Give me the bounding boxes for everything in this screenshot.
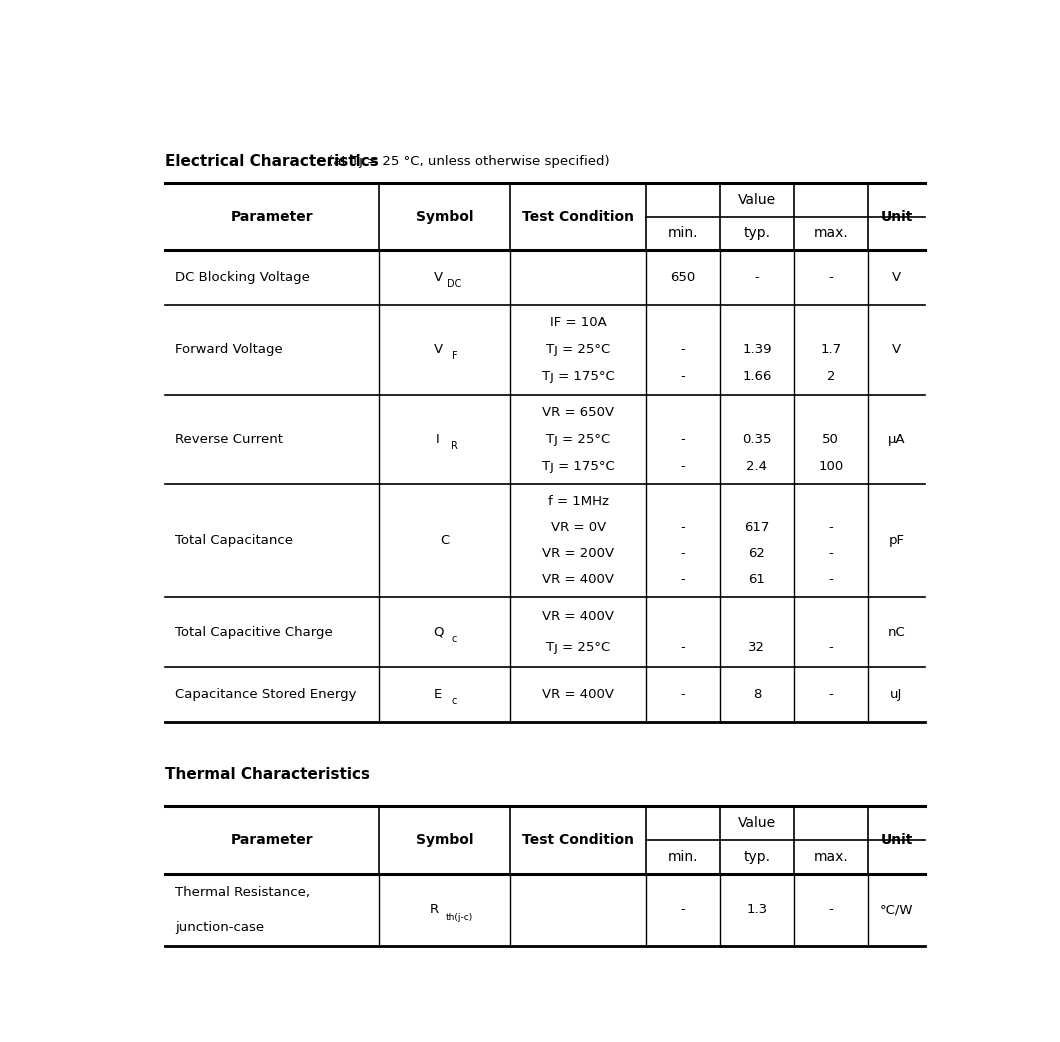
Text: Value: Value	[738, 816, 776, 830]
Text: max.: max.	[813, 850, 848, 864]
Text: Q: Q	[432, 625, 443, 639]
Text: Parameter: Parameter	[231, 209, 314, 223]
Text: Tȷ = 25°C: Tȷ = 25°C	[546, 433, 611, 446]
Text: Unit: Unit	[880, 833, 913, 847]
Text: -: -	[829, 547, 833, 561]
Text: Value: Value	[738, 193, 776, 206]
Text: F: F	[452, 351, 457, 362]
Text: Test Condition: Test Condition	[523, 209, 634, 223]
Text: max.: max.	[813, 226, 848, 241]
Text: Tȷ = 175°C: Tȷ = 175°C	[542, 461, 615, 473]
Text: Symbol: Symbol	[416, 833, 474, 847]
Text: c: c	[452, 696, 457, 706]
Text: 0.35: 0.35	[742, 433, 772, 446]
Text: R: R	[430, 903, 440, 916]
Text: 2: 2	[827, 370, 835, 383]
Text: -: -	[681, 433, 685, 446]
Text: -: -	[829, 271, 833, 284]
Text: -: -	[681, 370, 685, 383]
Text: Total Capacitive Charge: Total Capacitive Charge	[175, 625, 333, 639]
Text: -: -	[681, 688, 685, 701]
Text: 8: 8	[753, 688, 761, 701]
Text: 100: 100	[818, 461, 844, 473]
Text: C: C	[440, 535, 449, 547]
Text: R: R	[452, 441, 458, 451]
Text: 1.7: 1.7	[820, 343, 842, 356]
Text: 1.3: 1.3	[746, 903, 767, 916]
Text: nC: nC	[887, 625, 905, 639]
Text: min.: min.	[668, 850, 699, 864]
Text: E: E	[434, 688, 442, 701]
Text: -: -	[829, 641, 833, 654]
Text: DC Blocking Voltage: DC Blocking Voltage	[175, 271, 311, 284]
Text: VR = 0V: VR = 0V	[550, 521, 605, 535]
Text: Reverse Current: Reverse Current	[175, 433, 283, 446]
Text: -: -	[681, 903, 685, 916]
Text: typ.: typ.	[743, 850, 771, 864]
Text: Capacitance Stored Energy: Capacitance Stored Energy	[175, 688, 357, 701]
Text: -: -	[829, 521, 833, 535]
Text: μA: μA	[887, 433, 905, 446]
Text: DC: DC	[447, 279, 462, 289]
Text: °C/W: °C/W	[880, 903, 914, 916]
Text: Symbol: Symbol	[416, 209, 474, 223]
Text: -: -	[681, 547, 685, 561]
Text: Thermal Characteristics: Thermal Characteristics	[165, 767, 370, 782]
Text: 50: 50	[823, 433, 840, 446]
Text: f = 1MHz: f = 1MHz	[548, 495, 608, 507]
Text: -: -	[829, 573, 833, 587]
Text: -: -	[681, 343, 685, 356]
Text: VR = 200V: VR = 200V	[542, 547, 614, 561]
Text: min.: min.	[668, 226, 699, 241]
Text: pF: pF	[888, 535, 904, 547]
Text: Total Capacitance: Total Capacitance	[175, 535, 294, 547]
Text: -: -	[681, 461, 685, 473]
Text: c: c	[452, 634, 457, 644]
Text: 650: 650	[670, 271, 695, 284]
Text: -: -	[829, 688, 833, 701]
Text: Forward Voltage: Forward Voltage	[175, 343, 283, 356]
Text: I: I	[437, 433, 440, 446]
Text: 62: 62	[748, 547, 765, 561]
Text: VR = 400V: VR = 400V	[542, 688, 614, 701]
Text: uJ: uJ	[890, 688, 903, 701]
Text: VR = 650V: VR = 650V	[542, 405, 614, 419]
Text: (at Tȷ = 25 °C, unless otherwise specified): (at Tȷ = 25 °C, unless otherwise specifi…	[324, 154, 610, 168]
Text: V: V	[434, 343, 443, 356]
Text: junction-case: junction-case	[175, 921, 264, 934]
Text: -: -	[681, 521, 685, 535]
Text: 617: 617	[744, 521, 770, 535]
Text: Test Condition: Test Condition	[523, 833, 634, 847]
Text: 32: 32	[748, 641, 765, 654]
Text: Thermal Resistance,: Thermal Resistance,	[175, 886, 311, 898]
Text: 1.39: 1.39	[742, 343, 772, 356]
Text: Tȷ = 25°C: Tȷ = 25°C	[546, 641, 611, 654]
Text: Unit: Unit	[880, 209, 913, 223]
Text: -: -	[681, 641, 685, 654]
Text: 2.4: 2.4	[746, 461, 767, 473]
Text: VR = 400V: VR = 400V	[542, 573, 614, 587]
Text: Tȷ = 175°C: Tȷ = 175°C	[542, 370, 615, 383]
Text: -: -	[829, 903, 833, 916]
Text: typ.: typ.	[743, 226, 771, 241]
Text: VR = 400V: VR = 400V	[542, 611, 614, 623]
Text: Electrical Characteristics: Electrical Characteristics	[165, 153, 379, 169]
Text: IF = 10A: IF = 10A	[550, 316, 606, 329]
Text: th(j-c): th(j-c)	[446, 913, 473, 922]
Text: Parameter: Parameter	[231, 833, 314, 847]
Text: 61: 61	[748, 573, 765, 587]
Text: -: -	[755, 271, 759, 284]
Text: Tȷ = 25°C: Tȷ = 25°C	[546, 343, 611, 356]
Text: 1.66: 1.66	[742, 370, 772, 383]
Text: V: V	[434, 271, 443, 284]
Text: V: V	[891, 271, 901, 284]
Text: -: -	[681, 573, 685, 587]
Text: V: V	[891, 343, 901, 356]
